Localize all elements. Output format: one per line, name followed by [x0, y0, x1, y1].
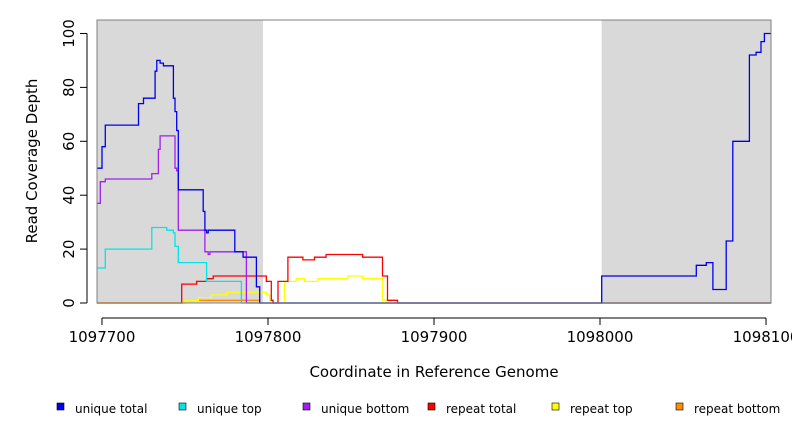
series-repeat-top: [97, 275, 771, 304]
legend-label: unique bottom: [321, 402, 409, 416]
legend-swatch: [675, 402, 684, 411]
legend-item-repeat-top: repeat top: [551, 402, 633, 416]
legend-label: repeat bottom: [694, 402, 780, 416]
y-tick-label: 100: [60, 19, 78, 48]
legend-item-unique-bottom: unique bottom: [302, 402, 409, 416]
x-tick-label: 1097900: [401, 328, 468, 346]
legend-swatch: [427, 402, 436, 411]
legend-swatch: [302, 402, 311, 411]
series-repeat-total: [97, 253, 771, 304]
y-axis-title: Read Coverage Depth: [23, 79, 41, 244]
shaded-region-2: [601, 20, 771, 303]
legend-item-repeat-bottom: repeat bottom: [675, 402, 780, 416]
plot-frame: [96, 19, 772, 304]
series-unique-total: [97, 32, 771, 304]
legend: unique total unique top unique bottom repea…: [56, 402, 780, 416]
series-unique-bottom: [97, 135, 771, 304]
legend-swatch: [56, 402, 65, 411]
legend-label: unique total: [75, 402, 147, 416]
legend-item-unique-top: unique top: [178, 402, 262, 416]
x-tick-label: 1097700: [69, 328, 136, 346]
legend-swatch: [178, 402, 187, 411]
series-unique-top: [97, 226, 771, 304]
y-tick-label: 40: [60, 186, 78, 205]
y-tick-label: 80: [60, 78, 78, 97]
y-tick-label: 0: [60, 298, 78, 308]
legend-label: repeat total: [446, 402, 516, 416]
x-tick-label: 1098000: [567, 328, 634, 346]
y-tick-label: 60: [60, 132, 78, 151]
legend-label: repeat top: [570, 402, 633, 416]
x-tick-label: 1097800: [235, 328, 302, 346]
shaded-region-1: [97, 20, 264, 303]
legend-item-unique-total: unique total: [56, 402, 147, 416]
x-axis-title: Coordinate in Reference Genome: [309, 363, 558, 381]
legend-swatch: [551, 402, 560, 411]
shaded-regions: [97, 20, 771, 303]
legend-item-repeat-total: repeat total: [427, 402, 516, 416]
legend-label: unique top: [197, 402, 262, 416]
y-tick-label: 20: [60, 240, 78, 259]
